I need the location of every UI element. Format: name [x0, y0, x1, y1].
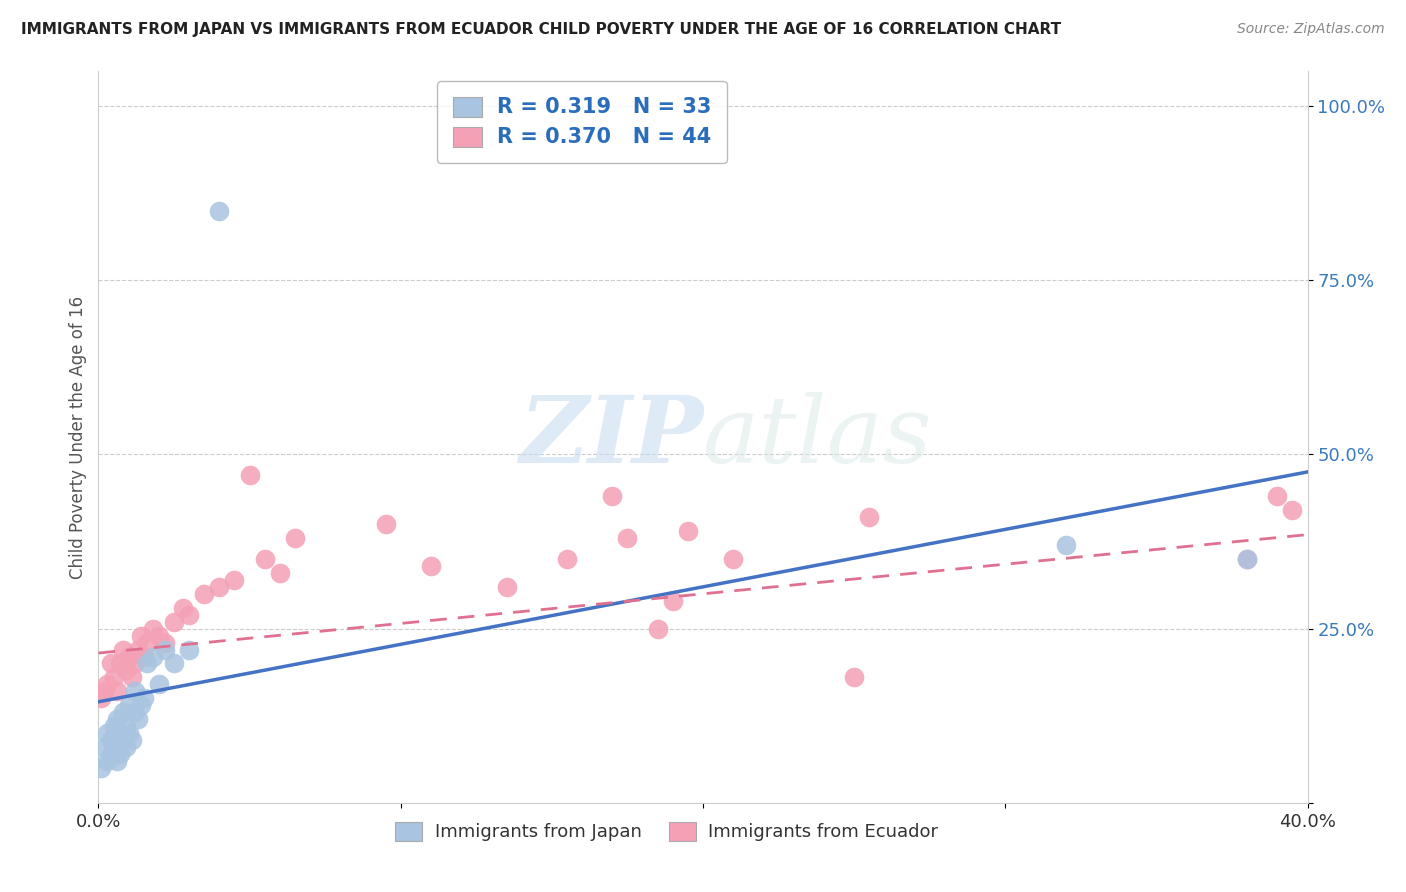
Point — [129, 629, 152, 643]
Point — [108, 726, 131, 740]
Point — [208, 203, 231, 218]
Point — [100, 747, 122, 761]
Text: IMMIGRANTS FROM JAPAN VS IMMIGRANTS FROM ECUADOR CHILD POVERTY UNDER THE AGE OF : IMMIGRANTS FROM JAPAN VS IMMIGRANTS FROM… — [21, 22, 1062, 37]
Point — [118, 726, 141, 740]
Point — [124, 705, 146, 719]
Point — [661, 594, 683, 608]
Point — [153, 642, 176, 657]
Point — [1267, 489, 1289, 503]
Point — [100, 657, 122, 671]
Point — [111, 733, 134, 747]
Point — [135, 635, 157, 649]
Point — [129, 698, 152, 713]
Point — [93, 684, 115, 698]
Point — [239, 468, 262, 483]
Point — [132, 649, 155, 664]
Point — [148, 629, 170, 643]
Point — [172, 600, 194, 615]
Point — [1236, 552, 1258, 566]
Point — [124, 657, 146, 671]
Text: atlas: atlas — [703, 392, 932, 482]
Point — [844, 670, 866, 684]
Point — [153, 635, 176, 649]
Point — [100, 733, 122, 747]
Point — [96, 677, 118, 691]
Point — [1281, 503, 1303, 517]
Point — [1054, 538, 1077, 552]
Point — [96, 754, 118, 768]
Point — [142, 649, 165, 664]
Point — [108, 747, 131, 761]
Point — [105, 754, 128, 768]
Point — [555, 552, 578, 566]
Point — [114, 719, 136, 733]
Point — [121, 670, 143, 684]
Point — [676, 524, 699, 538]
Point — [103, 719, 125, 733]
Point — [193, 587, 215, 601]
Point — [602, 489, 624, 503]
Text: ZIP: ZIP — [519, 392, 703, 482]
Text: Source: ZipAtlas.com: Source: ZipAtlas.com — [1237, 22, 1385, 37]
Point — [179, 642, 201, 657]
Point — [108, 657, 131, 671]
Point — [135, 657, 157, 671]
Point — [374, 517, 396, 532]
Point — [163, 615, 186, 629]
Point — [269, 566, 291, 580]
Point — [103, 740, 125, 755]
Legend: Immigrants from Japan, Immigrants from Ecuador: Immigrants from Japan, Immigrants from E… — [388, 814, 946, 848]
Point — [114, 664, 136, 678]
Point — [132, 691, 155, 706]
Point — [93, 740, 115, 755]
Point — [420, 558, 443, 573]
Point — [616, 531, 638, 545]
Point — [124, 684, 146, 698]
Point — [253, 552, 276, 566]
Point — [142, 622, 165, 636]
Point — [179, 607, 201, 622]
Point — [208, 580, 231, 594]
Point — [1236, 552, 1258, 566]
Point — [647, 622, 669, 636]
Point — [127, 712, 149, 726]
Point — [96, 726, 118, 740]
Point — [114, 740, 136, 755]
Point — [284, 531, 307, 545]
Point — [118, 698, 141, 713]
Point — [224, 573, 246, 587]
Point — [105, 712, 128, 726]
Point — [105, 684, 128, 698]
Point — [163, 657, 186, 671]
Point — [127, 642, 149, 657]
Point — [148, 677, 170, 691]
Point — [121, 733, 143, 747]
Point — [111, 705, 134, 719]
Point — [111, 642, 134, 657]
Point — [495, 580, 517, 594]
Point — [103, 670, 125, 684]
Point — [90, 761, 112, 775]
Point — [118, 649, 141, 664]
Point — [858, 510, 880, 524]
Y-axis label: Child Poverty Under the Age of 16: Child Poverty Under the Age of 16 — [69, 295, 87, 579]
Point — [723, 552, 745, 566]
Point — [90, 691, 112, 706]
